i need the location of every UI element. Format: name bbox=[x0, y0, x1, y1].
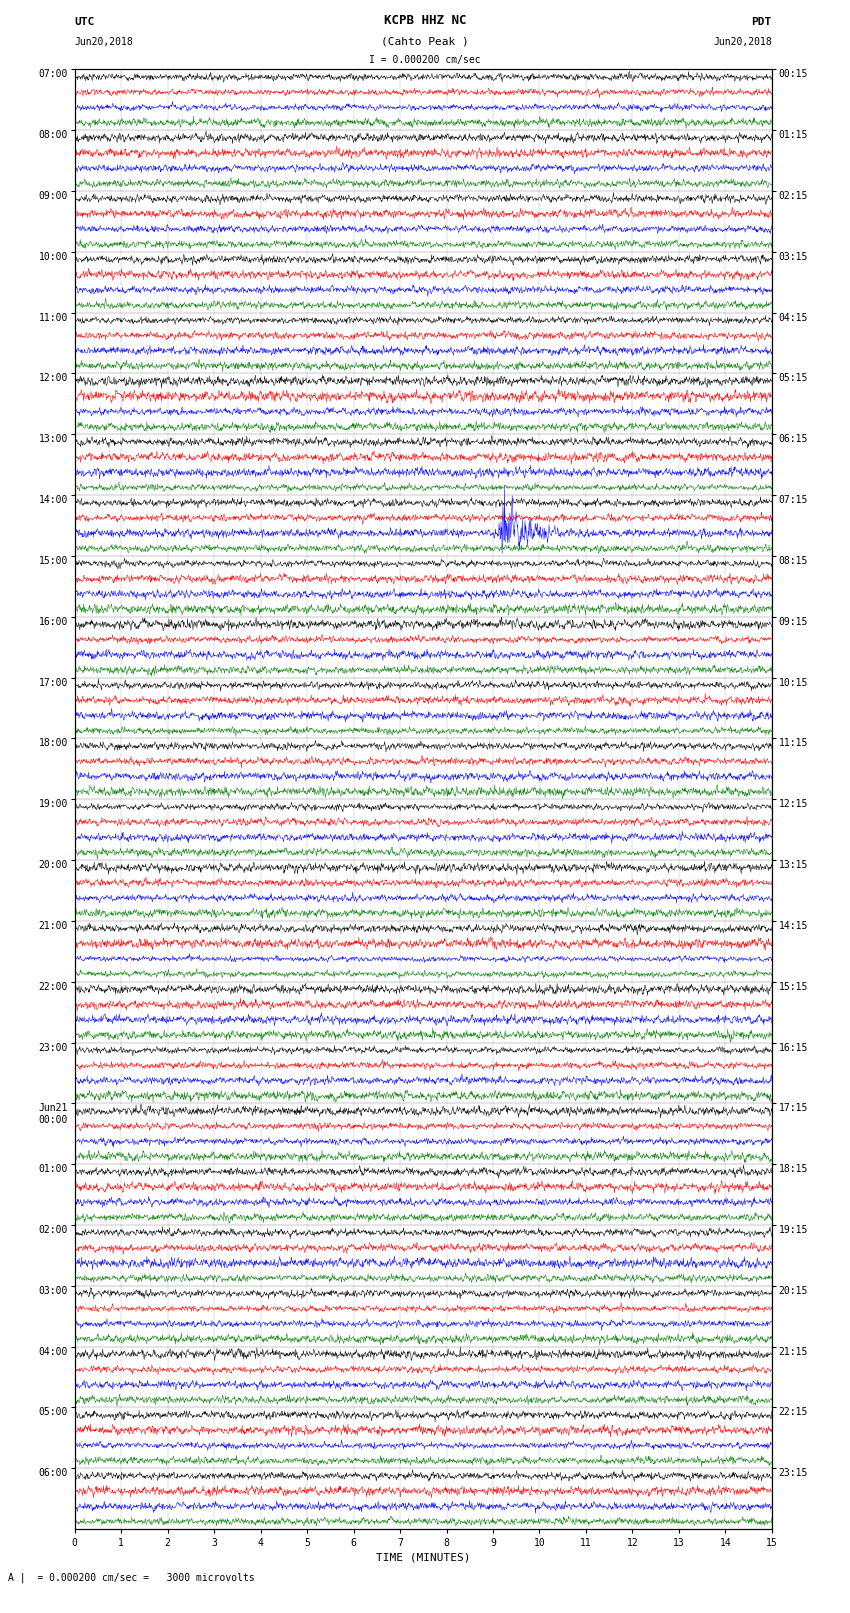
Text: PDT: PDT bbox=[751, 18, 772, 27]
Text: UTC: UTC bbox=[75, 18, 95, 27]
Text: (Cahto Peak ): (Cahto Peak ) bbox=[381, 37, 469, 47]
Text: I = 0.000200 cm/sec: I = 0.000200 cm/sec bbox=[369, 55, 481, 65]
Text: A |  = 0.000200 cm/sec =   3000 microvolts: A | = 0.000200 cm/sec = 3000 microvolts bbox=[8, 1573, 255, 1582]
Text: Jun20,2018: Jun20,2018 bbox=[713, 37, 772, 47]
X-axis label: TIME (MINUTES): TIME (MINUTES) bbox=[376, 1552, 471, 1563]
Text: KCPB HHZ NC: KCPB HHZ NC bbox=[383, 15, 467, 27]
Text: Jun20,2018: Jun20,2018 bbox=[75, 37, 133, 47]
